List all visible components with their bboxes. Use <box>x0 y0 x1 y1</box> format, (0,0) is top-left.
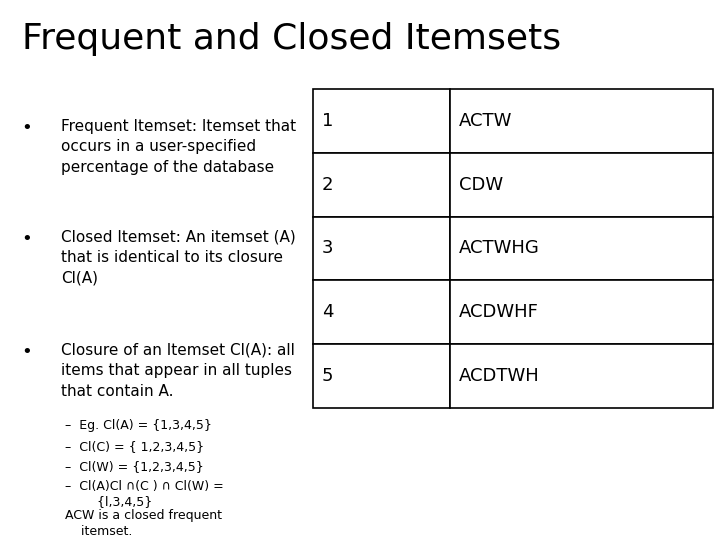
Bar <box>450 280 713 344</box>
Text: Closure of an Itemset Cl(A): all
items that appear in all tuples
that contain A.: Closure of an Itemset Cl(A): all items t… <box>61 343 295 399</box>
Text: •: • <box>22 343 32 361</box>
Text: –  Cl(A)Cl ∩(C ) ∩ Cl(W) =
        {l,3,4,5}: – Cl(A)Cl ∩(C ) ∩ Cl(W) = {l,3,4,5} <box>65 480 223 509</box>
Bar <box>313 344 450 408</box>
Bar <box>313 280 450 344</box>
Text: ACDTWH: ACDTWH <box>459 367 539 385</box>
Text: Closed Itemset: An itemset (A)
that is identical to its closure
Cl(A): Closed Itemset: An itemset (A) that is i… <box>61 230 296 285</box>
Text: •: • <box>22 119 32 137</box>
Text: ACW is a closed frequent
    itemset.: ACW is a closed frequent itemset. <box>65 509 222 538</box>
Text: 3: 3 <box>322 239 333 258</box>
Bar <box>313 89 450 153</box>
Text: –  Cl(W) = {1,2,3,4,5}: – Cl(W) = {1,2,3,4,5} <box>65 460 204 473</box>
Bar <box>450 89 713 153</box>
Bar <box>450 153 713 217</box>
Text: 2: 2 <box>322 176 333 194</box>
Bar <box>450 217 713 280</box>
Text: ACTW: ACTW <box>459 112 512 130</box>
Text: 5: 5 <box>322 367 333 385</box>
Text: Frequent Itemset: Itemset that
occurs in a user-specified
percentage of the data: Frequent Itemset: Itemset that occurs in… <box>61 119 297 174</box>
Text: 4: 4 <box>322 303 333 321</box>
Text: –  Eg. Cl(A) = {1,3,4,5}: – Eg. Cl(A) = {1,3,4,5} <box>65 418 212 431</box>
Text: –  Cl(C) = { 1,2,3,4,5}: – Cl(C) = { 1,2,3,4,5} <box>65 440 204 453</box>
Bar <box>313 217 450 280</box>
Text: ACDWHF: ACDWHF <box>459 303 539 321</box>
Bar <box>313 153 450 217</box>
Text: ACTWHG: ACTWHG <box>459 239 539 258</box>
Text: 1: 1 <box>322 112 333 130</box>
Bar <box>450 344 713 408</box>
Text: CDW: CDW <box>459 176 503 194</box>
Text: Frequent and Closed Itemsets: Frequent and Closed Itemsets <box>22 22 561 56</box>
Text: •: • <box>22 230 32 247</box>
